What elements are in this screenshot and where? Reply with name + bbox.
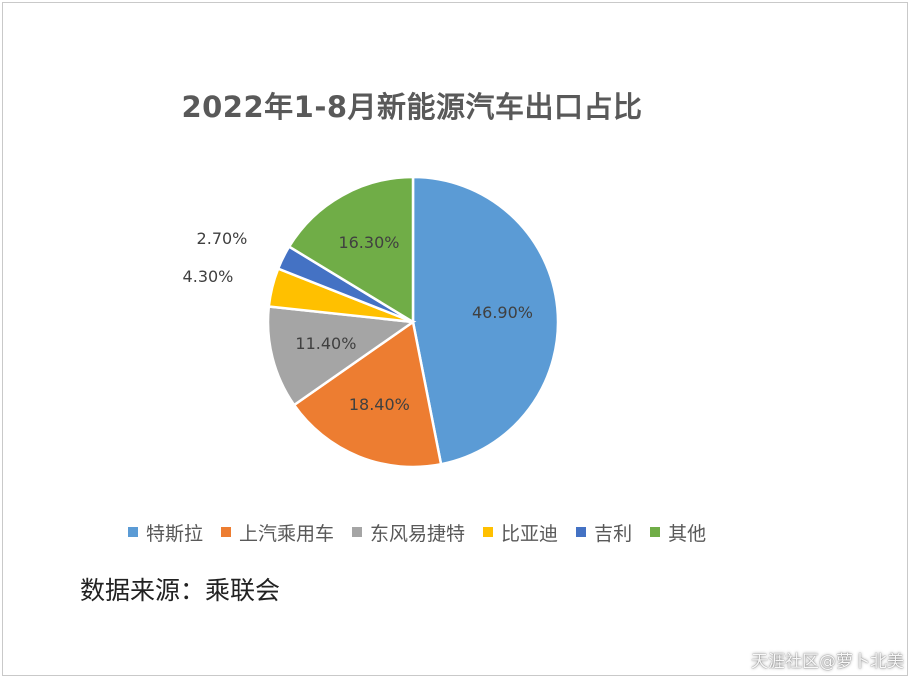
- pie-slice-2: [266, 305, 417, 407]
- watermark: 天涯社区@萝卜北美: [751, 652, 904, 672]
- data-source-note: 数据来源：乘联会: [80, 576, 281, 605]
- legend-label-1: 上汽乘用车: [239, 522, 335, 545]
- legend-label-3: 比亚迪: [501, 522, 559, 545]
- legend-swatch-2: [352, 527, 363, 537]
- data-label-2: 11.40%: [295, 334, 356, 353]
- legend-swatch-0: [128, 527, 138, 537]
- legend-item-0: 特斯拉: [128, 519, 203, 546]
- pie-slice-0: [411, 175, 560, 466]
- pie-slice-5: [287, 175, 415, 325]
- legend-label-4: 吉利: [594, 522, 633, 545]
- legend-swatch-4: [576, 527, 587, 537]
- data-label-3: 4.30%: [183, 267, 234, 286]
- legend-swatch-3: [483, 527, 494, 537]
- legend-label-5: 其他: [668, 522, 707, 545]
- data-label-0: 46.90%: [472, 303, 533, 322]
- legend-swatch-1: [221, 527, 232, 537]
- data-label-1: 18.40%: [349, 395, 410, 414]
- data-label-5: 16.30%: [338, 233, 399, 252]
- legend-item-4: 吉利: [576, 519, 632, 546]
- chart-legend: 特斯拉 上汽乘用车 东风易捷特 比亚迪 吉利 其他: [128, 517, 706, 547]
- chart-title: 2022年1-8月新能源汽车出口占比: [181, 90, 643, 124]
- legend-label-0: 特斯拉: [146, 522, 204, 545]
- pie-slice-1: [292, 319, 443, 469]
- legend-item-2: 东风易捷特: [352, 519, 465, 546]
- data-label-4: 2.70%: [197, 229, 248, 248]
- legend-item-5: 其他: [650, 519, 706, 546]
- legend-item-1: 上汽乘用车: [221, 519, 334, 546]
- legend-swatch-5: [650, 527, 661, 537]
- legend-item-3: 比亚迪: [483, 519, 558, 546]
- legend-label-2: 东风易捷特: [370, 522, 466, 545]
